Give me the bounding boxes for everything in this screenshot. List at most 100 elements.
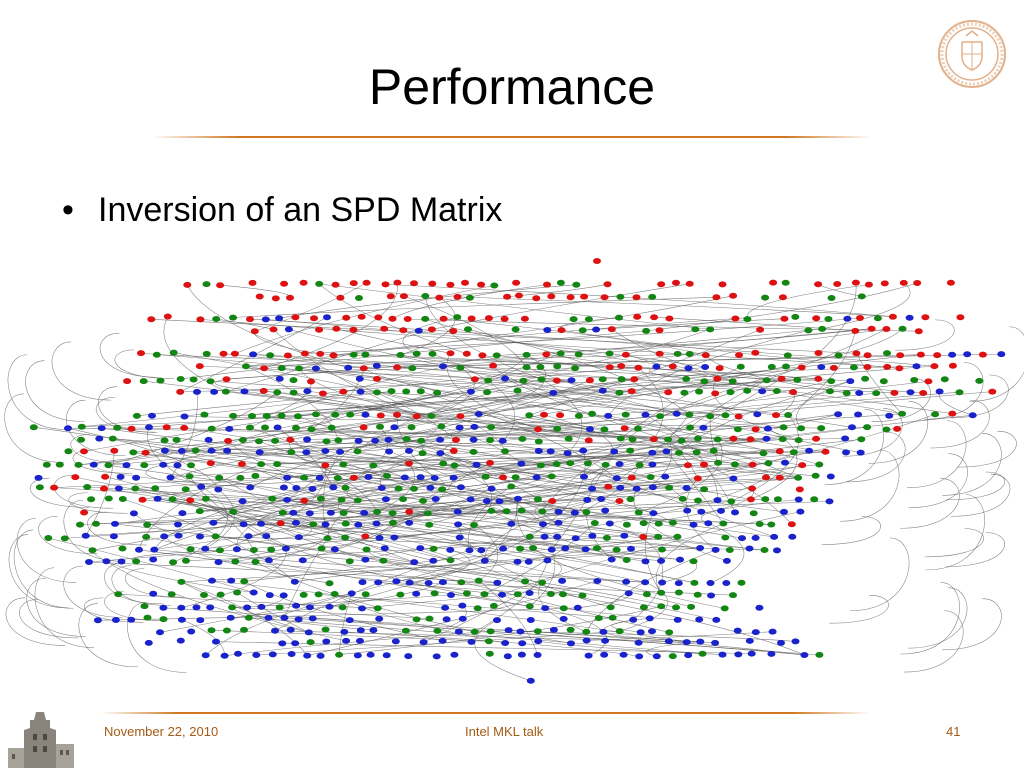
graph-node	[852, 350, 861, 357]
graph-node	[268, 495, 277, 502]
graph-node	[711, 390, 720, 397]
graph-node	[183, 281, 192, 288]
graph-node	[431, 496, 440, 502]
graph-node	[147, 316, 156, 323]
graph-node	[338, 604, 347, 611]
graph-node	[749, 510, 758, 517]
graph-node	[487, 424, 495, 431]
graph-node	[581, 546, 590, 553]
graph-edge	[655, 523, 724, 593]
graph-node	[229, 412, 238, 419]
graph-node	[796, 508, 805, 515]
graph-node	[192, 604, 201, 611]
graph-node	[556, 350, 565, 357]
graph-node	[305, 604, 314, 611]
graph-node	[672, 279, 680, 286]
graph-node	[403, 316, 412, 322]
graph-node	[280, 280, 289, 287]
graph-node	[271, 437, 280, 444]
graph-node	[580, 473, 588, 480]
graph-node	[588, 485, 597, 492]
graph-node	[455, 424, 464, 431]
graph-edge	[474, 560, 548, 633]
graph-node	[438, 486, 447, 493]
graph-node	[662, 448, 671, 455]
graph-node	[483, 389, 492, 396]
graph-node	[675, 449, 683, 456]
graph-node	[743, 316, 752, 323]
graph-node	[815, 651, 824, 658]
graph-edge	[147, 501, 830, 526]
graph-edge	[607, 330, 809, 417]
graph-node	[635, 462, 644, 468]
graph-node	[160, 447, 169, 454]
graph-edge	[38, 515, 98, 555]
graph-node	[645, 615, 654, 622]
graph-node	[342, 314, 351, 321]
graph-edge	[703, 464, 736, 513]
graph-edge	[467, 329, 690, 415]
graph-node	[632, 294, 641, 301]
graph-node	[804, 327, 813, 334]
graph-node	[501, 640, 510, 646]
graph-node	[620, 532, 629, 539]
graph-node	[262, 533, 271, 540]
graph-node	[357, 313, 366, 320]
graph-node	[641, 558, 650, 565]
graph-node	[834, 352, 843, 359]
graph-node	[141, 449, 150, 456]
graph-edge	[288, 329, 690, 415]
graph-edge	[643, 488, 754, 524]
graph-node	[339, 510, 348, 516]
graph-node	[513, 558, 522, 565]
graph-node	[775, 448, 784, 455]
graph-node	[498, 591, 506, 598]
graph-node	[824, 316, 833, 322]
graph-node	[534, 426, 543, 433]
graph-node	[883, 363, 892, 370]
graph-node	[584, 437, 593, 444]
graph-node	[104, 495, 113, 502]
graph-node	[470, 376, 479, 383]
graph-node	[691, 326, 700, 333]
graph-edge	[5, 597, 66, 646]
graph-node	[416, 388, 425, 395]
graph-node	[718, 651, 727, 658]
graph-node	[93, 617, 102, 624]
graph-node	[773, 547, 781, 554]
graph-edge	[25, 360, 85, 422]
graph-edge	[51, 341, 112, 401]
graph-node	[259, 387, 268, 394]
graph-node	[657, 557, 666, 564]
graph-node	[899, 279, 908, 286]
graph-node	[191, 447, 200, 454]
title-divider	[152, 136, 872, 138]
graph-node	[734, 413, 743, 420]
graph-node	[536, 462, 545, 469]
graph-node	[642, 327, 651, 334]
graph-node	[153, 495, 162, 502]
graph-node	[331, 411, 340, 418]
graph-node	[695, 388, 704, 395]
graph-edge	[969, 326, 1024, 402]
graph-node	[374, 579, 383, 586]
graph-node	[230, 350, 239, 357]
graph-node	[381, 496, 390, 503]
graph-node	[283, 496, 292, 503]
graph-edge	[140, 352, 789, 416]
graph-node	[417, 437, 426, 444]
graph-node	[309, 521, 318, 528]
graph-node	[314, 591, 323, 598]
graph-node	[685, 351, 694, 357]
graph-node	[649, 436, 658, 443]
graph-node	[699, 424, 708, 431]
graph-node	[725, 547, 734, 553]
graph-node	[672, 410, 681, 417]
graph-node	[566, 626, 575, 633]
graph-node	[898, 325, 907, 332]
graph-node	[303, 652, 312, 659]
graph-edge	[85, 450, 115, 536]
graph-node	[574, 351, 583, 358]
graph-node	[294, 534, 303, 541]
graph-node	[212, 638, 220, 645]
